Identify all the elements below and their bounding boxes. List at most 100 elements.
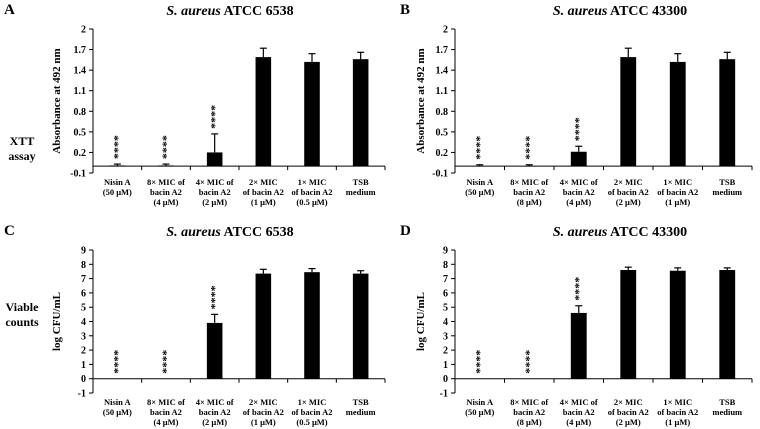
- panel-d-category-label-3: 4× MIC of: [560, 397, 598, 407]
- panel-a-bar-4: [255, 57, 272, 167]
- panel-a-y-tick-label: 1.1: [74, 86, 87, 97]
- panel-b-category-label-1: (50 μM): [465, 187, 494, 197]
- panel-d-y-tick-label: 7: [443, 274, 448, 285]
- panel-d-category-label-1: (50 μM): [465, 407, 494, 417]
- panel-c-category-label-4: of bacin A2: [243, 407, 284, 417]
- panel-d-y-tick-label: 0: [443, 374, 448, 385]
- panel-b-bar-4: [620, 57, 637, 167]
- panel-d-y-tick-label: 1: [443, 360, 448, 371]
- panel-b-category-label-4: of bacin A2: [608, 187, 649, 197]
- panel-c-significance-1: ****: [110, 350, 124, 374]
- panel-a-category-label-5: of bacin A2: [291, 187, 332, 197]
- panel-d-category-label-4: (2 μM): [616, 417, 641, 427]
- panel-c-category-label-3: bacin A2: [199, 407, 231, 417]
- panel-d-y-tick-label: 3: [443, 331, 448, 342]
- panel-d-letter: D: [400, 223, 411, 239]
- panel-c-bar-6: [352, 273, 369, 379]
- panel-c-y-tick-label: 9: [81, 246, 86, 257]
- panel-d-bar-5: [669, 270, 686, 379]
- panel-b-category-label-4: (2 μM): [616, 197, 641, 207]
- panel-b-y-tick-label: 1.1: [436, 86, 449, 97]
- panel-b-category-label-5: (1 μM): [665, 197, 690, 207]
- panel-a-category-label-4: of bacin A2: [243, 187, 284, 197]
- panel-c-category-label-6: medium: [346, 407, 376, 417]
- panel-c-y-tick-label: 4: [81, 317, 86, 328]
- panel-a-bar-1: [109, 165, 126, 167]
- panel-c-title: S. aureus ATCC 6538: [166, 225, 293, 240]
- panel-a-bar-2: [158, 165, 174, 167]
- panel-d-y-tick-label: 4: [443, 317, 448, 328]
- panel-b-y-axis-label: Absorbance at 492 nm: [415, 48, 427, 153]
- panel-a-y-tick-label: 1.4: [74, 66, 87, 77]
- panel-b-y-tick-label: 0.5: [436, 127, 449, 138]
- panel-b-y-tick-label: 2: [443, 25, 448, 36]
- panel-b-title-species: S. aureus: [553, 4, 608, 19]
- panel-c-y-tick-label: 8: [81, 260, 86, 271]
- panel-c-category-label-1: Nisin A: [104, 397, 132, 407]
- panel-c-title-strain: ATCC 6538: [221, 225, 294, 240]
- panel-a-significance-2: ****: [159, 135, 173, 159]
- panel-b-category-label-3: 4× MIC of: [560, 177, 598, 187]
- panel-d-category-label-3: (4 μM): [566, 417, 591, 427]
- panel-c-y-tick-label: 1: [81, 360, 86, 371]
- panel-a-title-species: S. aureus: [166, 4, 221, 19]
- panel-c-y-tick-label: 3: [81, 331, 86, 342]
- panel-d-bar-6: [719, 270, 736, 379]
- panel-d-category-label-6: medium: [712, 407, 742, 417]
- panel-d-category-label-5: 1× MIC: [663, 397, 692, 407]
- panel-a-category-label-5: (0.5 μM): [296, 197, 327, 207]
- panel-a-y-axis-label: Absorbance at 492 nm: [51, 48, 63, 153]
- panel-a-category-label-6: medium: [346, 187, 376, 197]
- panel-c-y-tick-label: -1: [78, 389, 86, 400]
- panel-d-bar-4: [620, 270, 637, 379]
- panel-d-category-label-2: (8 μM): [517, 417, 542, 427]
- panel-b-letter: B: [400, 2, 410, 18]
- panel-c-category-label-5: of bacin A2: [291, 407, 332, 417]
- panel-a-significance-1: ****: [110, 135, 124, 159]
- panel-c-bar-5: [304, 272, 320, 379]
- panel-d-bar-3: [570, 312, 587, 379]
- panel-a-category-label-1: Nisin A: [104, 177, 132, 187]
- panel-d-category-label-5: (1 μM): [665, 417, 690, 427]
- panel-b-category-label-1: Nisin A: [466, 177, 494, 187]
- panel-b-significance-2: ****: [522, 136, 536, 160]
- panel-c-category-label-3: 4× MIC of: [196, 397, 234, 407]
- panel-a-category-label-2: bacin A2: [150, 187, 182, 197]
- panel-c-y-tick-label: 2: [81, 346, 86, 357]
- panel-a-category-label-3: 4× MIC of: [196, 177, 234, 187]
- panel-a-y-tick-label: 2: [81, 25, 86, 36]
- panel-a-category-label-4: 2× MIC: [249, 177, 278, 187]
- panel-c-category-label-6: TSB: [353, 397, 369, 407]
- panel-c-category-label-2: (4 μM): [154, 417, 179, 427]
- panel-d-title-species: S. aureus: [553, 225, 608, 240]
- panel-d-category-label-1: Nisin A: [466, 397, 494, 407]
- panel-b-y-tick-label: -0.1: [432, 169, 448, 180]
- panel-c-y-tick-label: 7: [81, 274, 86, 285]
- panel-c-y-axis-label: log CFU/mL: [51, 292, 63, 351]
- panel-c-category-label-2: bacin A2: [150, 407, 182, 417]
- panel-d-significance-2: ****: [522, 350, 536, 374]
- panel-a-category-label-2: (4 μM): [154, 197, 179, 207]
- panel-d-significance-3: ****: [572, 277, 586, 301]
- panel-b-y-tick-label: 1.7: [436, 45, 449, 56]
- panel-a-y-tick-label: 0.5: [74, 127, 87, 138]
- panel-a-category-label-1: (50 μM): [103, 187, 132, 197]
- panel-b-y-tick-label: 0.8: [436, 107, 449, 118]
- panel-b-category-label-6: medium: [712, 187, 742, 197]
- panel-d-category-label-6: TSB: [719, 397, 735, 407]
- panel-b-category-label-3: (4 μM): [566, 197, 591, 207]
- panel-d-y-axis-label: log CFU/mL: [415, 292, 427, 351]
- panel-d-category-label-4: 2× MIC: [614, 397, 643, 407]
- panel-a-letter: A: [4, 2, 15, 18]
- panel-c-significance-3: ****: [208, 285, 222, 309]
- panel-a-y-tick-label: 0.8: [74, 107, 87, 118]
- panel-a-bar-5: [304, 61, 320, 167]
- panel-c-title-species: S. aureus: [166, 225, 221, 240]
- panel-a-y-tick-label: 1.7: [74, 45, 87, 56]
- panel-c-significance-2: ****: [159, 350, 173, 374]
- panel-b-category-label-2: bacin A2: [513, 187, 545, 197]
- panel-c-category-label-5: 1× MIC: [298, 397, 327, 407]
- panel-c-y-tick-label: 5: [81, 303, 86, 314]
- panel-d-title-strain: ATCC 43300: [607, 225, 687, 240]
- panel-b-category-label-5: of bacin A2: [657, 187, 698, 197]
